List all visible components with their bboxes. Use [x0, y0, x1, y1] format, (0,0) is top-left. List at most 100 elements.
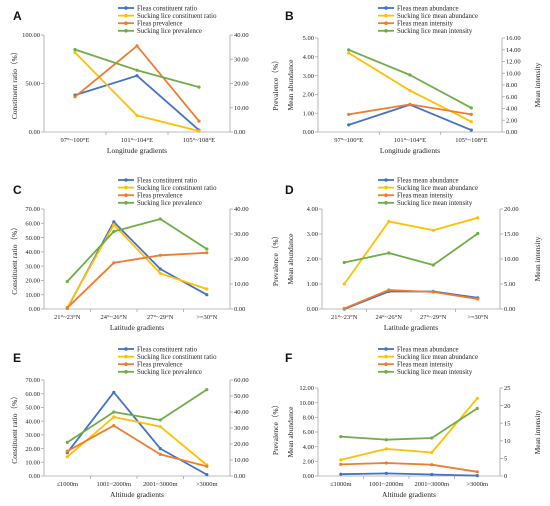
series-3: [73, 44, 201, 123]
data-point: [430, 463, 434, 467]
data-point: [73, 47, 77, 52]
panel-letter: E: [13, 351, 21, 365]
right-tick-label: 15: [504, 420, 511, 427]
data-point: [158, 267, 162, 271]
data-point: [112, 223, 116, 227]
data-point: [339, 435, 343, 439]
data-point: [205, 388, 209, 392]
data-point: [431, 263, 435, 267]
x-tick-label: ≤1000m: [330, 481, 352, 488]
legend-label: Sucking lice mean intensity: [397, 369, 473, 376]
right-tick-label: 40.00: [234, 409, 249, 416]
series-3: [342, 288, 480, 311]
left-tick-label: 3.00: [307, 231, 318, 238]
data-point: [65, 455, 69, 459]
chart-panel-f: F 0.00 2.00 4.00 6.00 8.00 10.00 12.00 0 5 10 15 20 2…: [285, 346, 542, 499]
x-tick-label: 97°~100°E: [334, 137, 363, 144]
x-axis-title: Latitude gradients: [110, 323, 164, 332]
data-point: [347, 48, 351, 52]
data-point: [65, 279, 69, 284]
legend-marker: [384, 21, 388, 26]
right-axis-title: Prevalence（%）: [271, 232, 280, 286]
series-line: [74, 45, 200, 122]
data-point: [205, 464, 209, 468]
left-axis-title: Mean abundance: [286, 233, 295, 285]
legend-label: Sucking lice constituent ratio: [137, 185, 217, 192]
data-point: [112, 229, 116, 234]
left-tick-label: 30.00: [25, 432, 40, 439]
right-tick-label: 30.00: [234, 231, 249, 238]
right-tick-label: 0.00: [234, 306, 245, 313]
x-axis-title: Longitude gradients: [380, 146, 440, 155]
panel-letter: C: [13, 183, 22, 197]
x-tick-label: 105°~108°E: [455, 137, 487, 144]
left-tick-label: 40.00: [25, 249, 40, 256]
left-tick-label: 0.00: [29, 473, 40, 480]
left-tick-label: 0.00: [307, 306, 318, 313]
right-axis-title: Prevalence（%）: [271, 401, 280, 455]
left-tick-label: 10.00: [25, 292, 40, 299]
data-point: [158, 425, 162, 429]
data-point: [135, 74, 139, 78]
data-point: [205, 287, 209, 291]
data-point: [205, 293, 209, 297]
x-tick-label: >3000m: [196, 481, 218, 488]
right-axis-title: Mean intensity: [533, 409, 542, 454]
right-tick-label: 10.00: [234, 457, 249, 464]
data-point: [469, 120, 473, 124]
left-tick-label: 50.00: [25, 81, 40, 88]
left-tick-label: 50.00: [25, 405, 40, 412]
legend-label: Fleas mean intensity: [397, 193, 453, 200]
legend-marker: [124, 354, 128, 359]
legend-label: Sucking lice mean intensity: [397, 200, 473, 207]
data-point: [339, 458, 343, 462]
data-point: [475, 406, 479, 410]
legend-marker: [384, 201, 388, 205]
x-tick-label: 24°~26°N: [376, 314, 403, 321]
series-2: [342, 216, 480, 286]
series-3: [65, 251, 209, 310]
data-point: [469, 106, 473, 110]
right-tick-label: 20.00: [234, 81, 249, 88]
data-point: [112, 220, 116, 224]
x-tick-label: 97°~100°E: [61, 137, 90, 144]
series-line: [340, 472, 478, 477]
x-axis-title: Altitude gradients: [110, 490, 164, 499]
legend-label: Fleas constituent ratio: [137, 177, 198, 184]
right-tick-label: 10.00: [234, 281, 249, 288]
legend-marker: [124, 347, 128, 351]
series-line: [66, 223, 208, 309]
legend-label: Fleas constituent ratio: [137, 346, 198, 353]
legend-label: Fleas prevalence: [137, 362, 182, 369]
x-axis-title: Longitude gradients: [107, 146, 167, 155]
right-tick-label: 0.00: [506, 129, 517, 136]
x-tick-label: 1001~2000m: [96, 481, 131, 488]
legend-label: Sucking lice mean abundance: [397, 354, 478, 361]
chart-panel-e: E 0.00 10.00 20.00 30.00 40.00 50.00 60.00 70.00…: [10, 346, 280, 499]
legend-marker: [384, 13, 388, 18]
data-point: [408, 73, 412, 77]
left-tick-label: 4.00: [303, 444, 314, 451]
x-tick-label: 101°~104°E: [121, 137, 153, 144]
right-tick-label: 14.00: [506, 47, 521, 54]
data-point: [431, 228, 435, 232]
series-3: [65, 424, 209, 468]
legend-marker: [124, 13, 128, 18]
series-line: [66, 251, 207, 309]
left-tick-label: 2.00: [303, 92, 314, 99]
right-axis-title: Prevalence（%）: [271, 56, 280, 110]
series-line: [66, 391, 208, 476]
series-4: [342, 231, 480, 267]
right-tick-label: 16.00: [506, 35, 521, 42]
right-tick-label: 5.00: [504, 281, 515, 288]
legend-label: Sucking lice mean intensity: [397, 28, 473, 35]
left-tick-label: 1.00: [303, 110, 314, 117]
series-3: [339, 461, 479, 474]
right-tick-label: 12.00: [506, 59, 521, 66]
right-tick-label: 50.00: [234, 393, 249, 400]
panel-letter: F: [285, 351, 292, 365]
x-axis-title: Altitude gradients: [382, 490, 436, 499]
